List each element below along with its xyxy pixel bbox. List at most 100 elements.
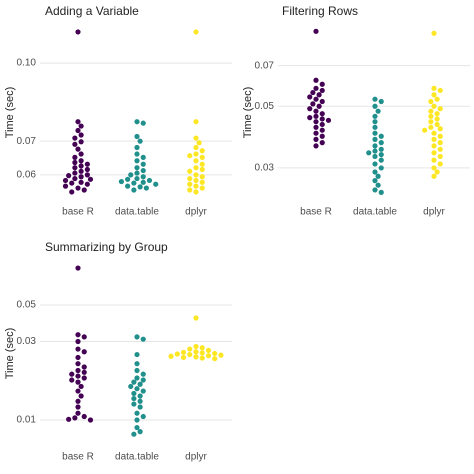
data-point xyxy=(199,185,205,191)
data-point xyxy=(372,96,378,102)
data-point xyxy=(378,189,384,195)
data-point xyxy=(75,354,81,361)
data-point xyxy=(75,119,81,125)
data-point xyxy=(378,157,384,163)
data-point xyxy=(84,161,90,167)
data-point xyxy=(437,87,443,94)
data-point xyxy=(140,161,146,167)
data-point xyxy=(72,141,78,147)
data-point xyxy=(72,170,78,176)
data-point xyxy=(196,140,202,146)
panel-title: Summarizing by Group xyxy=(45,240,168,254)
panel-title: Adding a Variable xyxy=(45,4,139,18)
data-point xyxy=(187,181,193,187)
data-point xyxy=(431,143,437,149)
data-point xyxy=(313,85,319,91)
data-point xyxy=(378,98,384,105)
data-point xyxy=(134,351,140,358)
data-point xyxy=(366,150,372,156)
data-point xyxy=(193,165,199,171)
data-point xyxy=(372,153,378,160)
data-point xyxy=(187,346,193,352)
data-point xyxy=(199,166,205,173)
data-point xyxy=(434,121,440,128)
data-point xyxy=(118,178,124,185)
data-point xyxy=(193,354,199,360)
data-point xyxy=(84,181,90,187)
data-point xyxy=(128,383,134,390)
data-point xyxy=(187,187,193,193)
data-point xyxy=(75,361,81,367)
data-point xyxy=(78,179,84,185)
data-point xyxy=(431,130,437,136)
data-point xyxy=(131,401,137,407)
data-point xyxy=(378,140,384,146)
data-point xyxy=(431,150,437,156)
data-point xyxy=(307,106,313,112)
data-point xyxy=(437,126,443,132)
data-point xyxy=(193,349,199,355)
data-point xyxy=(174,351,180,357)
data-point xyxy=(205,347,212,353)
data-point xyxy=(180,349,187,355)
data-point xyxy=(199,350,205,356)
data-point xyxy=(140,174,146,180)
data-point xyxy=(372,178,378,184)
data-point xyxy=(75,346,81,352)
data-point xyxy=(313,113,319,119)
data-point xyxy=(431,136,437,142)
data-point xyxy=(72,175,78,182)
data-point xyxy=(84,166,90,173)
y-tick-label: 0.05 xyxy=(255,101,275,112)
y-tick-label: 0.07 xyxy=(255,60,275,71)
x-tick-label: dplyr xyxy=(185,452,207,463)
data-point xyxy=(131,180,137,186)
data-point xyxy=(199,355,205,361)
data-point xyxy=(310,89,316,96)
data-point xyxy=(199,345,205,351)
data-point xyxy=(134,367,140,374)
data-point xyxy=(431,85,437,91)
x-tick-label: base R xyxy=(300,207,332,218)
data-point xyxy=(199,148,205,154)
data-point xyxy=(434,116,440,122)
y-tick-label: 0.05 xyxy=(17,300,37,311)
data-point xyxy=(428,113,434,119)
data-point xyxy=(140,413,146,420)
data-point xyxy=(134,170,140,176)
data-point xyxy=(307,115,313,121)
y-tick-label: 0.07 xyxy=(17,136,37,147)
data-point xyxy=(72,415,78,421)
data-point xyxy=(81,187,87,193)
data-point xyxy=(319,81,325,87)
data-point xyxy=(140,377,146,383)
data-point xyxy=(69,377,75,383)
data-point xyxy=(431,173,437,179)
data-point xyxy=(193,29,199,35)
data-point xyxy=(375,108,381,114)
data-point xyxy=(153,181,159,187)
data-point xyxy=(143,185,149,191)
data-point xyxy=(69,189,75,195)
data-point xyxy=(140,179,146,185)
data-point xyxy=(437,140,443,146)
data-point xyxy=(193,183,199,189)
data-point xyxy=(187,351,193,358)
data-point xyxy=(125,183,131,189)
data-point xyxy=(313,124,319,130)
data-point xyxy=(313,28,319,34)
data-point xyxy=(193,135,199,141)
data-point xyxy=(437,146,443,152)
data-point xyxy=(434,111,440,117)
data-point xyxy=(87,417,94,423)
data-point xyxy=(187,153,193,159)
data-point xyxy=(310,101,316,107)
data-point xyxy=(372,119,378,125)
data-point xyxy=(319,116,325,122)
data-point xyxy=(75,332,81,338)
data-point xyxy=(131,390,137,397)
data-point xyxy=(199,174,205,180)
data-point xyxy=(140,371,146,377)
data-point xyxy=(437,161,443,167)
data-point xyxy=(134,410,140,416)
